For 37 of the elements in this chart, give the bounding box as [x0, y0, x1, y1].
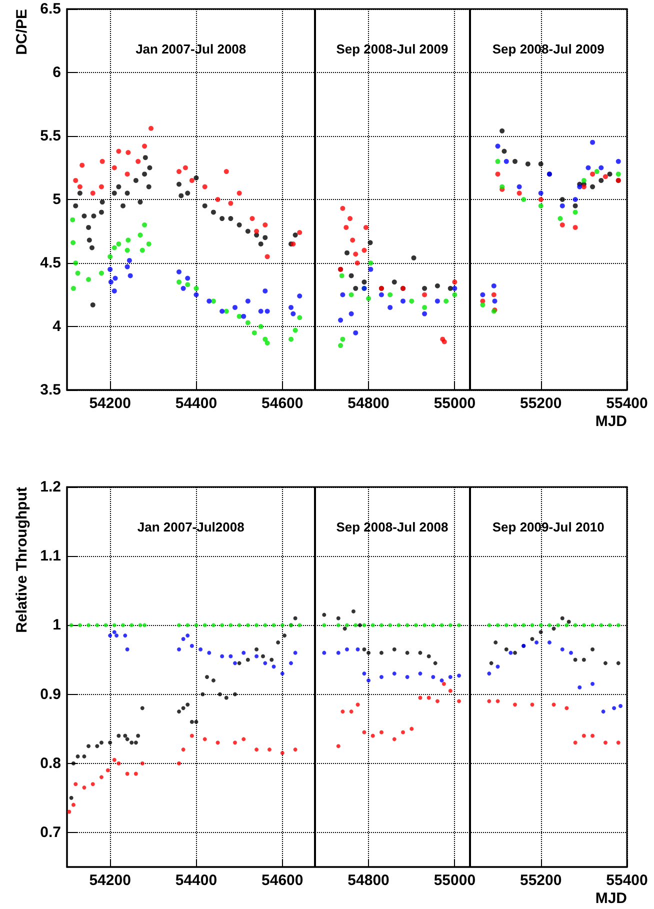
x-tick-label: 54400: [175, 395, 218, 412]
y-tick-label: 4: [52, 318, 62, 335]
annotation: Jan 2007-Jul2008: [137, 520, 244, 534]
y-tick-label: 0.8: [40, 754, 61, 772]
x-axis-title: MJD: [595, 413, 628, 430]
x-tick-label: 55200: [520, 395, 562, 412]
annotation: Jan 2007-Jul 2008: [136, 42, 246, 56]
x-axis-title: MJD: [595, 890, 628, 907]
x-tick-label: 55000: [434, 395, 476, 412]
y-tick-label: 6: [52, 64, 61, 81]
y-tick-label: 0.7: [40, 824, 61, 841]
y-tick-label: 5: [52, 191, 61, 208]
x-tick-label: 54800: [348, 395, 390, 412]
x-tick-label: 54800: [348, 872, 390, 889]
y-tick-label: 6.5: [40, 0, 61, 18]
x-tick-label: 54600: [262, 872, 304, 889]
x-tick-label: 55400: [606, 872, 648, 889]
y-tick-label: 1: [52, 616, 61, 634]
x-tick-label: 55000: [434, 872, 476, 889]
y-tick-label: 3.5: [40, 382, 61, 398]
annotation: Sep 2008-Jul 2008: [336, 520, 448, 534]
y-axis-title: DC/PE: [14, 9, 30, 55]
x-tick-label: 54400: [175, 872, 218, 889]
x-tick-label: 54200: [89, 872, 131, 889]
y-tick-label: 1.2: [40, 478, 61, 496]
x-tick-label: 54600: [262, 395, 304, 412]
annotation: Sep 2009-Jul 2010: [492, 520, 604, 534]
y-tick-label: 4.5: [40, 254, 61, 272]
x-tick-label: 55400: [606, 395, 648, 412]
y-tick-label: 1.1: [40, 548, 61, 565]
annotation: Sep 2008-Jul 2009: [492, 42, 604, 56]
annotation: Sep 2008-Jul 2009: [336, 42, 448, 56]
y-tick-label: 5.5: [40, 128, 61, 144]
x-tick-label: 54200: [89, 395, 131, 412]
x-tick-label: 55200: [520, 872, 562, 889]
y-tick-label: 0.9: [40, 686, 61, 703]
y-axis-title: Relative Throughput: [14, 487, 30, 633]
